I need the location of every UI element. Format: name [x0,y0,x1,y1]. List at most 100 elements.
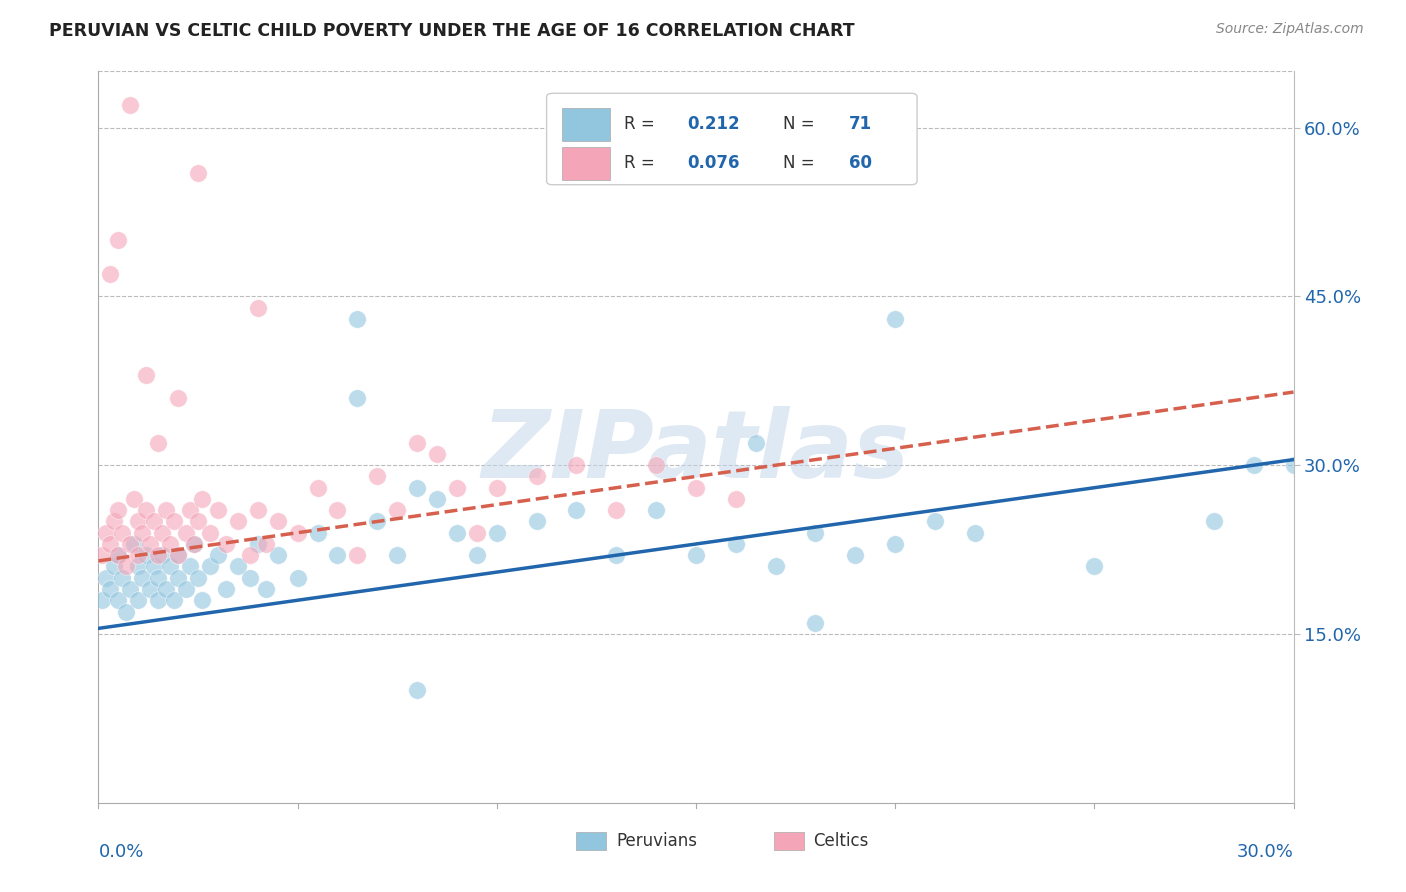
Point [267,548,290,562]
Point [124,537,146,551]
Text: Peruvians: Peruvians [616,832,697,850]
Point [143,515,166,529]
Text: 60: 60 [849,154,872,172]
Point [139,582,162,596]
Point [724,537,747,551]
Point [198,559,221,574]
Point [91,593,114,607]
Point [179,559,201,574]
Point [254,582,277,596]
Point [326,548,349,562]
Point [148,435,170,450]
Text: 71: 71 [849,115,872,134]
Point [179,503,201,517]
Point [963,525,986,540]
Point [246,301,269,315]
Point [103,515,125,529]
Point [135,368,157,383]
Point [167,391,190,405]
Point [127,515,149,529]
Point [191,491,214,506]
Point [1402,706,1406,720]
Point [96,571,118,585]
Point [148,571,170,585]
Point [645,503,668,517]
Point [120,98,142,112]
Point [239,548,262,562]
Point [187,166,209,180]
Text: R =: R = [624,154,661,172]
Text: 0.076: 0.076 [688,154,740,172]
Point [1202,515,1225,529]
Point [366,469,388,483]
FancyBboxPatch shape [562,146,610,179]
Point [91,548,114,562]
Point [884,312,907,326]
Point [207,503,229,517]
Point [183,537,205,551]
Point [150,548,173,562]
Point [1282,458,1305,473]
Point [103,559,125,574]
Point [385,503,409,517]
Point [346,391,368,405]
Point [287,571,309,585]
Point [685,481,707,495]
Point [254,537,277,551]
Text: N =: N = [783,115,820,134]
Point [187,515,209,529]
FancyBboxPatch shape [576,832,606,850]
Point [426,491,449,506]
Point [155,503,177,517]
Point [465,525,488,540]
Point [226,515,249,529]
Point [226,559,249,574]
Point [139,537,162,551]
Point [326,503,349,517]
Point [148,593,170,607]
Text: Celtics: Celtics [813,832,869,850]
FancyBboxPatch shape [562,108,610,141]
Point [111,571,134,585]
Point [765,559,787,574]
Point [187,571,209,585]
Point [446,525,468,540]
Point [406,683,429,698]
Point [605,503,627,517]
Point [167,571,190,585]
Point [107,233,129,247]
Point [155,582,177,596]
Text: PERUVIAN VS CELTIC CHILD POVERTY UNDER THE AGE OF 16 CORRELATION CHART: PERUVIAN VS CELTIC CHILD POVERTY UNDER T… [49,22,855,40]
Point [426,447,449,461]
Point [115,559,138,574]
Text: R =: R = [624,115,661,134]
Point [366,515,388,529]
Point [239,571,262,585]
Point [100,537,122,551]
FancyBboxPatch shape [547,94,917,185]
Point [183,537,205,551]
Text: Source: ZipAtlas.com: Source: ZipAtlas.com [1216,22,1364,37]
Point [215,582,238,596]
Point [485,525,508,540]
Text: 30.0%: 30.0% [1237,843,1294,861]
Point [148,548,170,562]
Text: 0.0%: 0.0% [98,843,143,861]
Point [143,559,166,574]
Point [804,525,827,540]
Text: 0.212: 0.212 [688,115,740,134]
Point [215,537,238,551]
Point [198,525,221,540]
Point [159,537,181,551]
Point [645,458,668,473]
Point [526,469,548,483]
Point [346,548,368,562]
Point [1243,458,1265,473]
Point [96,525,118,540]
Point [406,481,429,495]
Point [745,435,768,450]
Point [163,593,186,607]
Point [135,548,157,562]
Point [191,593,214,607]
Text: N =: N = [783,154,820,172]
